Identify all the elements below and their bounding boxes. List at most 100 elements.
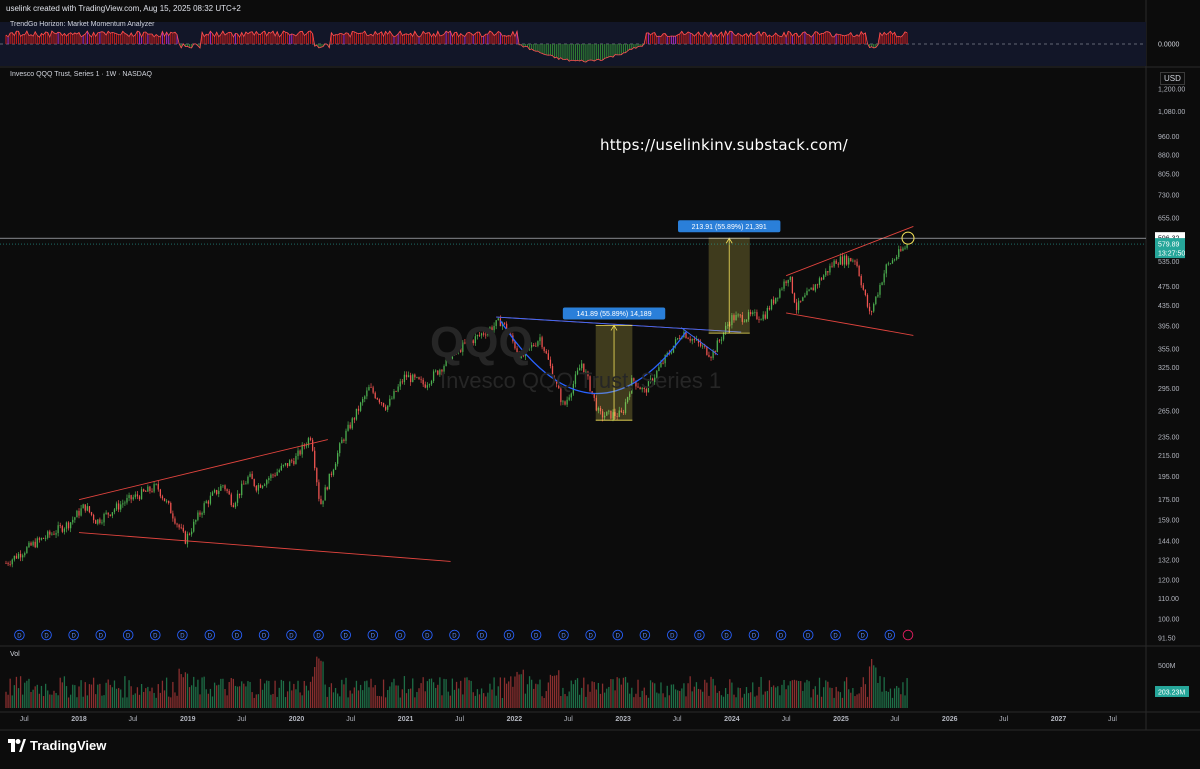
candle-body bbox=[697, 339, 700, 343]
flag-trendline bbox=[680, 327, 719, 356]
candle-body bbox=[328, 473, 330, 490]
volume-bar bbox=[737, 687, 739, 708]
volume-bar bbox=[629, 693, 631, 708]
volume-bar bbox=[220, 678, 222, 708]
candle-body bbox=[620, 410, 622, 413]
volume-bar bbox=[238, 686, 241, 708]
candle-body bbox=[839, 256, 842, 265]
volume-bar bbox=[42, 696, 45, 708]
volume-bar bbox=[301, 695, 303, 708]
candle-body bbox=[236, 493, 239, 503]
candle-body bbox=[49, 531, 51, 535]
tradingview-logo[interactable]: TradingView bbox=[8, 738, 106, 753]
candle-body bbox=[418, 377, 420, 380]
candle-body bbox=[503, 322, 506, 324]
volume-bar bbox=[545, 691, 547, 708]
volume-bar bbox=[835, 686, 837, 708]
volume-bar bbox=[820, 696, 823, 708]
price-tick-label: 960.00 bbox=[1158, 134, 1180, 141]
volume-bar bbox=[67, 697, 70, 708]
volume-bar bbox=[612, 679, 614, 708]
candle-body bbox=[67, 522, 70, 529]
candle-body bbox=[272, 474, 274, 476]
volume-bar bbox=[453, 689, 456, 708]
indicator-zero-label: 0.0000 bbox=[1158, 42, 1180, 49]
dividend-marker-letter: D bbox=[99, 633, 104, 639]
volume-bar bbox=[503, 677, 506, 708]
volume-bar bbox=[635, 693, 637, 708]
volume-bar bbox=[462, 694, 464, 708]
candle-body bbox=[551, 366, 554, 379]
candle-body bbox=[78, 510, 80, 516]
volume-bar bbox=[232, 678, 235, 708]
volume-bar bbox=[395, 685, 397, 708]
candle-body bbox=[149, 486, 151, 492]
dividend-marker-letter: D bbox=[235, 633, 240, 639]
volume-bar bbox=[203, 676, 205, 708]
candle-body bbox=[724, 325, 727, 333]
volume-bar bbox=[829, 687, 831, 708]
volume-bar bbox=[610, 679, 612, 708]
volume-bar bbox=[618, 678, 620, 708]
volume-bar bbox=[243, 683, 245, 708]
volume-label[interactable]: Vol bbox=[10, 651, 20, 658]
dividend-marker-letter: D bbox=[534, 633, 539, 639]
candle-body bbox=[97, 519, 99, 524]
volume-tag-bg bbox=[1155, 686, 1189, 697]
candle-body bbox=[641, 387, 643, 390]
dividend-marker bbox=[394, 629, 406, 641]
volume-bar bbox=[731, 682, 733, 708]
candle-body bbox=[843, 255, 846, 265]
candle-body bbox=[689, 338, 691, 341]
candle-body bbox=[309, 438, 312, 440]
candle-body bbox=[871, 311, 873, 313]
volume-bar bbox=[883, 677, 885, 708]
volume-bar bbox=[854, 696, 856, 708]
volume-bar bbox=[843, 681, 846, 708]
candle-body bbox=[593, 393, 595, 398]
dividend-marker-letter: D bbox=[180, 633, 185, 639]
price-tick-label: 195.00 bbox=[1158, 474, 1180, 481]
candle-body bbox=[59, 525, 61, 527]
volume-bar bbox=[309, 681, 312, 708]
volume-bar bbox=[639, 697, 641, 708]
volume-bar bbox=[654, 683, 656, 708]
volume-bar bbox=[414, 697, 416, 708]
volume-bar bbox=[65, 686, 68, 708]
currency-label[interactable]: USD bbox=[1160, 72, 1185, 85]
candle-body bbox=[889, 263, 892, 265]
candle-body bbox=[741, 315, 743, 322]
candle-body bbox=[334, 463, 337, 470]
candle-body bbox=[823, 275, 825, 280]
volume-bar bbox=[128, 680, 130, 708]
volume-bar bbox=[455, 681, 458, 708]
candle-body bbox=[576, 370, 579, 375]
candle-body bbox=[163, 498, 166, 502]
candle-body bbox=[599, 407, 602, 412]
dividend-marker-letter: D bbox=[806, 633, 811, 639]
trendline bbox=[785, 226, 914, 277]
time-tick-label: 2022 bbox=[507, 716, 523, 723]
candle-body bbox=[157, 483, 159, 490]
candle-body bbox=[457, 347, 460, 352]
volume-bar bbox=[797, 681, 800, 708]
candle-body bbox=[708, 354, 710, 357]
volume-bar bbox=[230, 677, 232, 708]
candle-body bbox=[122, 503, 124, 505]
candle-body bbox=[268, 478, 270, 481]
volume-bar bbox=[720, 695, 723, 708]
dividend-marker bbox=[231, 629, 243, 641]
candle-body bbox=[497, 318, 499, 321]
volume-bar bbox=[420, 683, 422, 708]
volume-bar bbox=[224, 688, 226, 708]
volume-bar bbox=[5, 691, 7, 708]
candle-body bbox=[305, 445, 308, 447]
dividend-marker-letter: D bbox=[126, 633, 131, 639]
candle-body bbox=[130, 495, 132, 500]
volume-bar bbox=[677, 690, 679, 708]
symbol-line[interactable]: Invesco QQQ Trust, Series 1 · 1W · NASDA… bbox=[10, 71, 152, 78]
candle-body bbox=[612, 412, 614, 419]
volume-bar bbox=[255, 694, 257, 708]
candle-body bbox=[868, 306, 871, 312]
